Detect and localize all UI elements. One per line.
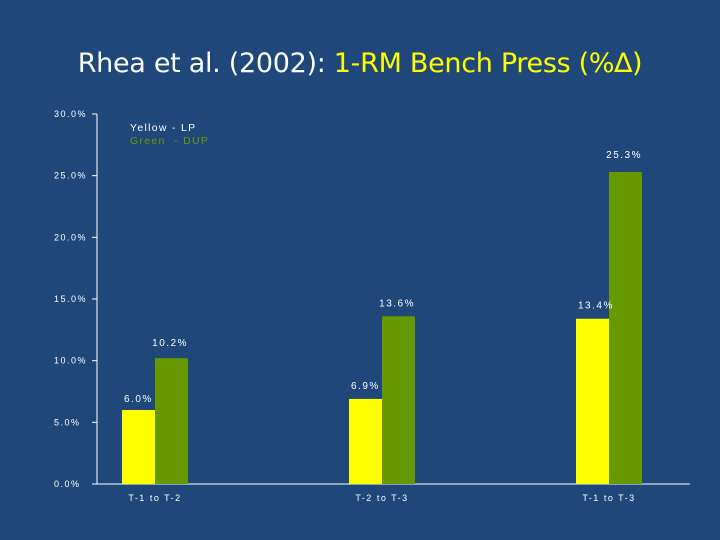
x-tick-label: T-2 to T-3 <box>355 493 408 503</box>
y-tick-label: 20.0% <box>54 232 87 242</box>
y-tick-label: 5.0% <box>54 417 81 427</box>
data-label: 6.9% <box>351 381 380 392</box>
bar <box>382 316 415 484</box>
data-label: 6.0% <box>124 394 153 405</box>
data-label: 10.2% <box>152 338 188 349</box>
data-label: 13.6% <box>379 298 415 309</box>
y-tick-label: 30.0% <box>54 109 87 119</box>
legend-dup: Green - DUP <box>130 135 209 147</box>
axis-layer: 0.0% 5.0% 10.0% 15.0% 20.0% 25.0% 30.0% T-1 to … <box>54 109 690 503</box>
bar <box>609 171 642 484</box>
data-label: 25.3% <box>606 150 642 161</box>
title-highlight: 1-RM Bench Press (%∆) <box>333 48 643 79</box>
y-tick-label: 10.0% <box>54 356 87 366</box>
y-tick-label: 0.0% <box>54 479 81 489</box>
title-prefix: Rhea et al. (2002): <box>77 48 334 79</box>
bar <box>155 358 188 484</box>
bars-layer <box>122 171 642 484</box>
x-tick-label: T-1 to T-3 <box>582 493 635 503</box>
bar <box>349 398 382 484</box>
legend-lp: Yellow - LP <box>130 122 196 134</box>
data-label: 13.4% <box>578 301 614 312</box>
labels-layer: 6.0% 6.9% 13.4% 10.2% 13.6% 25.3% <box>124 150 642 405</box>
x-tick-label: T-1 to T-2 <box>128 493 181 503</box>
chart-title: Rhea et al. (2002): 1-RM Bench Press (%∆… <box>0 48 720 79</box>
y-tick-label: 25.0% <box>54 171 87 181</box>
bar <box>576 318 609 484</box>
bar <box>122 410 155 484</box>
y-tick-label: 15.0% <box>54 294 87 304</box>
